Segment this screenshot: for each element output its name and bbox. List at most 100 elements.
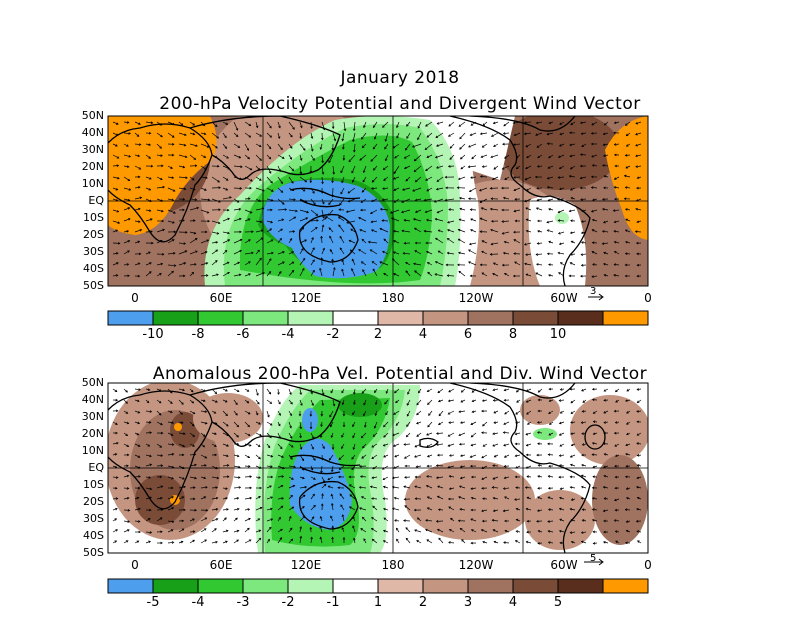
wind-vector-head bbox=[447, 497, 451, 501]
wind-vector-head bbox=[342, 536, 346, 540]
wind-vector-head bbox=[457, 177, 461, 181]
wind-vector-head bbox=[224, 250, 228, 253]
wind-vector-head bbox=[446, 238, 450, 241]
map1-lat-label: 10N bbox=[81, 177, 104, 190]
wind-vector bbox=[211, 410, 216, 414]
wind-vector-head bbox=[548, 155, 551, 159]
wind-vector-head bbox=[304, 485, 308, 489]
wind-vector bbox=[468, 143, 477, 148]
wind-vector-head bbox=[345, 210, 349, 213]
wind-vector bbox=[426, 443, 433, 448]
wind-vector-head bbox=[457, 263, 460, 267]
wind-vector bbox=[603, 143, 609, 146]
wind-vector bbox=[447, 238, 455, 244]
wind-vector bbox=[449, 143, 455, 149]
wind-vector bbox=[370, 486, 378, 489]
wind-vector-head bbox=[515, 421, 518, 424]
wind-vector bbox=[222, 196, 232, 200]
wind-vector-head bbox=[171, 541, 175, 544]
wind-vector bbox=[178, 143, 186, 146]
wind-vector-head bbox=[426, 433, 429, 436]
wind-vector bbox=[371, 220, 378, 223]
wind-vector-head bbox=[591, 251, 595, 254]
wind-vector bbox=[123, 421, 129, 424]
wind-vector-head bbox=[236, 424, 240, 428]
wind-vector bbox=[603, 541, 609, 544]
wind-vector bbox=[403, 443, 411, 445]
wind-vector-head bbox=[635, 143, 638, 147]
wind-vector-head bbox=[312, 158, 315, 161]
wind-vector bbox=[255, 410, 259, 416]
wind-vector-head bbox=[426, 464, 429, 468]
wind-vector-head bbox=[257, 518, 261, 521]
wind-vector bbox=[310, 259, 315, 266]
wind-vector bbox=[255, 388, 259, 396]
wind-vector-head bbox=[503, 388, 507, 392]
wind-vector-head bbox=[214, 391, 218, 395]
wind-vector bbox=[471, 432, 477, 438]
wind-vector bbox=[470, 176, 477, 179]
wind-vector bbox=[404, 165, 411, 169]
map2-field-blue-min bbox=[302, 408, 318, 432]
wind-vector bbox=[637, 432, 642, 436]
wind-vector bbox=[426, 187, 433, 192]
wind-vector bbox=[211, 176, 220, 183]
wind-vector-head bbox=[361, 190, 365, 193]
wind-vector bbox=[211, 388, 217, 394]
wind-vector-head bbox=[459, 508, 463, 511]
wind-vector-head bbox=[468, 249, 471, 252]
wind-vector-head bbox=[427, 271, 430, 275]
wind-vector bbox=[299, 209, 309, 213]
wind-vector-head bbox=[437, 250, 441, 254]
wind-vector-head bbox=[394, 454, 397, 458]
wind-vector-head bbox=[281, 455, 284, 458]
wind-vector-head bbox=[114, 453, 118, 456]
wind-vector bbox=[310, 132, 313, 139]
wind-vector bbox=[482, 143, 488, 148]
wind-vector bbox=[413, 165, 422, 172]
wind-vector bbox=[277, 132, 280, 139]
wind-vector-head bbox=[403, 156, 407, 159]
wind-vector-head bbox=[490, 197, 494, 201]
wind-vector-head bbox=[481, 165, 485, 168]
wind-vector bbox=[603, 220, 609, 224]
wind-vector-head bbox=[299, 136, 303, 139]
wind-vector bbox=[310, 537, 313, 544]
wind-vector-head bbox=[525, 253, 528, 256]
wind-vector-head bbox=[204, 251, 208, 254]
panel2-colorbar-label: 5 bbox=[553, 595, 563, 610]
wind-vector-head bbox=[625, 218, 628, 222]
wind-vector-head bbox=[115, 398, 119, 402]
panel2-title: Anomalous 200-hPa Vel. Potential and Div… bbox=[152, 364, 648, 384]
wind-vector bbox=[592, 442, 598, 445]
wind-vector bbox=[625, 399, 631, 402]
wind-vector-head bbox=[292, 230, 296, 233]
wind-vector bbox=[244, 432, 251, 436]
wind-vector-head bbox=[469, 455, 473, 458]
wind-vector-head bbox=[546, 142, 550, 146]
panel1-colorbar-label: -6 bbox=[236, 327, 250, 342]
wind-vector bbox=[134, 165, 141, 170]
wind-vector-head bbox=[148, 131, 152, 135]
wind-vector-head bbox=[470, 475, 474, 479]
wind-vector-head bbox=[514, 498, 517, 501]
wind-vector-head bbox=[138, 175, 141, 179]
wind-vector bbox=[244, 539, 252, 544]
wind-vector bbox=[266, 121, 272, 129]
wind-vector-head bbox=[613, 498, 617, 502]
wind-vector-head bbox=[315, 226, 318, 230]
wind-vector bbox=[458, 410, 466, 413]
wind-vector bbox=[503, 252, 510, 255]
wind-vector bbox=[361, 388, 367, 394]
wind-vector bbox=[222, 154, 229, 159]
wind-vector-head bbox=[625, 452, 628, 456]
wind-vector-head bbox=[171, 496, 174, 499]
wind-vector bbox=[547, 186, 554, 189]
wind-vector-head bbox=[614, 486, 617, 490]
wind-vector bbox=[636, 220, 642, 223]
wind-vector bbox=[277, 261, 285, 266]
wind-vector-head bbox=[615, 540, 618, 544]
wind-vector bbox=[233, 476, 241, 478]
wind-vector bbox=[401, 230, 411, 233]
wind-vector-head bbox=[136, 496, 140, 500]
